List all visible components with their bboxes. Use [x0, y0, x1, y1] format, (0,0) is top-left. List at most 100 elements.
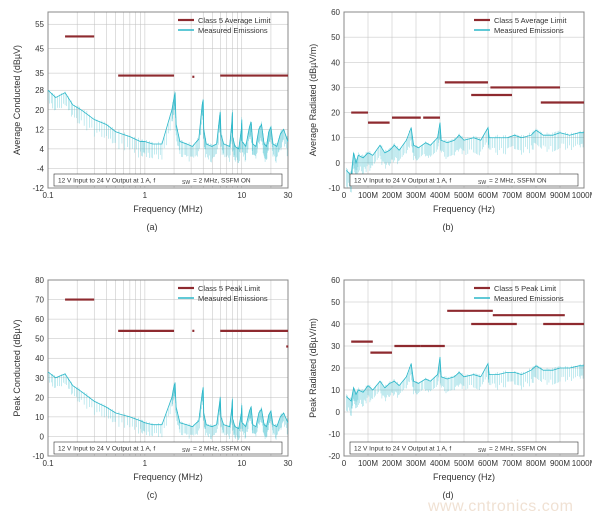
svg-text:50: 50 — [331, 298, 340, 307]
svg-text:1000M: 1000M — [572, 459, 592, 468]
svg-text:Class 5 Peak Limit: Class 5 Peak Limit — [198, 284, 261, 293]
svg-text:900M: 900M — [550, 459, 570, 468]
svg-text:-4: -4 — [37, 164, 45, 173]
svg-text:500M: 500M — [454, 191, 474, 200]
svg-text:= 2 MHz, SSFM ON: = 2 MHz, SSFM ON — [193, 446, 251, 453]
svg-text:55: 55 — [35, 20, 44, 29]
svg-text:Measured Emissions: Measured Emissions — [198, 294, 268, 303]
svg-text:30: 30 — [331, 83, 340, 92]
svg-text:Average Conducted (dBµV): Average Conducted (dBµV) — [12, 45, 22, 155]
svg-text:200M: 200M — [382, 191, 402, 200]
svg-text:45: 45 — [35, 45, 44, 54]
svg-text:800M: 800M — [526, 191, 546, 200]
svg-text:Frequency (Hz): Frequency (Hz) — [433, 472, 495, 482]
sublabel-b: (b) — [438, 222, 458, 232]
svg-text:-10: -10 — [32, 452, 44, 461]
svg-text:Frequency (MHz): Frequency (MHz) — [133, 204, 203, 214]
watermark: www.cntronics.com — [428, 498, 573, 516]
svg-text:12 V Input to 24 V Output at 1: 12 V Input to 24 V Output at 1 A, f — [354, 178, 451, 185]
svg-text:200M: 200M — [382, 459, 402, 468]
svg-text:-12: -12 — [32, 184, 44, 193]
svg-text:1000M: 1000M — [572, 191, 592, 200]
svg-text:Measured Emissions: Measured Emissions — [494, 294, 564, 303]
chart-b: 0100M200M300M400M500M600M700M800M900M100… — [304, 6, 592, 236]
svg-text:20: 20 — [331, 364, 340, 373]
svg-text:12: 12 — [35, 125, 44, 134]
svg-text:Peak Conducted (dBµV): Peak Conducted (dBµV) — [12, 319, 22, 416]
svg-text:20: 20 — [35, 106, 44, 115]
svg-text:0.1: 0.1 — [42, 459, 54, 468]
svg-text:30: 30 — [35, 374, 44, 383]
svg-text:0: 0 — [342, 191, 347, 200]
svg-text:400M: 400M — [430, 459, 450, 468]
svg-text:30: 30 — [284, 191, 293, 200]
svg-text:12 V Input to 24 V Output at 1: 12 V Input to 24 V Output at 1 A, f — [354, 446, 451, 453]
svg-text:700M: 700M — [502, 191, 522, 200]
svg-text:SW: SW — [478, 180, 486, 186]
svg-text:800M: 800M — [526, 459, 546, 468]
svg-text:1: 1 — [143, 191, 148, 200]
sublabel-c: (c) — [142, 490, 162, 500]
svg-text:10: 10 — [237, 191, 246, 200]
svg-text:50: 50 — [35, 335, 44, 344]
svg-text:Peak Radiated (dBµV/m): Peak Radiated (dBµV/m) — [308, 318, 318, 418]
svg-text:28: 28 — [35, 86, 44, 95]
svg-text:40: 40 — [35, 354, 44, 363]
svg-text:100M: 100M — [358, 191, 378, 200]
svg-text:900M: 900M — [550, 191, 570, 200]
svg-text:60: 60 — [331, 8, 340, 17]
svg-text:10: 10 — [331, 134, 340, 143]
svg-text:Measured Emissions: Measured Emissions — [494, 26, 564, 35]
svg-text:700M: 700M — [502, 459, 522, 468]
svg-text:0: 0 — [40, 432, 45, 441]
sublabel-a: (a) — [142, 222, 162, 232]
svg-text:600M: 600M — [478, 191, 498, 200]
svg-text:SW: SW — [182, 448, 190, 454]
svg-text:-20: -20 — [328, 452, 340, 461]
svg-text:-10: -10 — [328, 430, 340, 439]
svg-text:600M: 600M — [478, 459, 498, 468]
svg-text:300M: 300M — [406, 459, 426, 468]
chart-d: 0100M200M300M400M500M600M700M800M900M100… — [304, 274, 592, 504]
svg-text:Frequency (Hz): Frequency (Hz) — [433, 204, 495, 214]
svg-text:SW: SW — [182, 180, 190, 186]
chart-c: 0.1 1 10 30 -10 0 10 20 30 40 50 60 70 80 Frequency (M… — [8, 274, 296, 504]
svg-text:Class 5 Average Limit: Class 5 Average Limit — [198, 16, 271, 25]
svg-text:30: 30 — [284, 459, 293, 468]
svg-text:70: 70 — [35, 296, 44, 305]
svg-text:= 2 MHz, SSFM ON: = 2 MHz, SSFM ON — [489, 178, 547, 185]
svg-text:Class 5 Peak Limit: Class 5 Peak Limit — [494, 284, 557, 293]
svg-text:= 2 MHz, SSFM ON: = 2 MHz, SSFM ON — [193, 178, 251, 185]
svg-text:10: 10 — [35, 413, 44, 422]
svg-text:60: 60 — [35, 315, 44, 324]
svg-text:0: 0 — [336, 159, 341, 168]
svg-text:= 2 MHz, SSFM ON: = 2 MHz, SSFM ON — [489, 446, 547, 453]
svg-text:Class 5 Average Limit: Class 5 Average Limit — [494, 16, 567, 25]
svg-text:10: 10 — [331, 386, 340, 395]
svg-text:Measured Emissions: Measured Emissions — [198, 26, 268, 35]
svg-text:20: 20 — [331, 109, 340, 118]
svg-text:20: 20 — [35, 393, 44, 402]
svg-text:10: 10 — [237, 459, 246, 468]
svg-text:Frequency (MHz): Frequency (MHz) — [133, 472, 203, 482]
svg-text:400M: 400M — [430, 191, 450, 200]
svg-text:300M: 300M — [406, 191, 426, 200]
svg-text:12 V Input to 24 V Output at 1: 12 V Input to 24 V Output at 1 A, f — [58, 178, 155, 185]
svg-text:30: 30 — [331, 342, 340, 351]
svg-text:SW: SW — [478, 448, 486, 454]
svg-text:35: 35 — [35, 69, 44, 78]
svg-text:0.1: 0.1 — [42, 191, 54, 200]
svg-text:4: 4 — [40, 145, 45, 154]
svg-text:1: 1 — [143, 459, 148, 468]
svg-text:50: 50 — [331, 33, 340, 42]
svg-text:0: 0 — [336, 408, 341, 417]
svg-text:Average Radiated (dBµV/m): Average Radiated (dBµV/m) — [308, 44, 318, 157]
svg-text:-10: -10 — [328, 184, 340, 193]
chart-a: 0.1 1 10 30 -12 -4 4 12 20 28 35 45 55 Frequency (MHz… — [8, 6, 296, 236]
svg-text:80: 80 — [35, 276, 44, 285]
svg-text:60: 60 — [331, 276, 340, 285]
svg-text:500M: 500M — [454, 459, 474, 468]
svg-text:0: 0 — [342, 459, 347, 468]
svg-text:40: 40 — [331, 58, 340, 67]
figure-grid: { "global": { "font_family": "Arial", "b… — [0, 0, 600, 528]
